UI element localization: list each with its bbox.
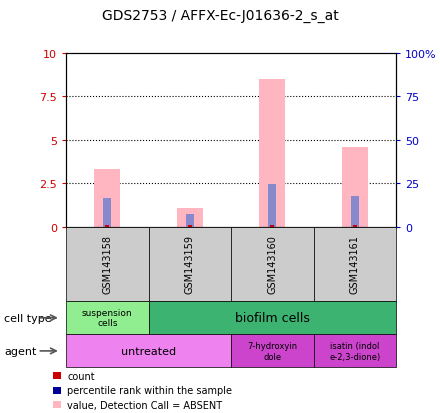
Text: agent: agent	[4, 346, 37, 356]
Bar	[188, 225, 192, 227]
Bar	[259, 80, 286, 227]
Bar	[103, 199, 111, 227]
Bar	[176, 208, 203, 227]
Text: cell type: cell type	[4, 313, 52, 323]
Text: percentile rank within the sample: percentile rank within the sample	[67, 385, 232, 395]
Text: untreated: untreated	[121, 346, 176, 356]
Text: isatin (indol
e-2,3-dione): isatin (indol e-2,3-dione)	[329, 342, 380, 361]
Text: GSM143158: GSM143158	[102, 235, 112, 294]
Text: suspension
cells: suspension cells	[82, 309, 132, 328]
Text: GSM143160: GSM143160	[267, 235, 277, 294]
Text: count: count	[67, 371, 95, 381]
Bar	[353, 225, 357, 227]
Bar	[270, 225, 274, 227]
Bar	[105, 225, 109, 227]
Bar	[186, 214, 194, 227]
Text: 7-hydroxyin
dole: 7-hydroxyin dole	[247, 342, 297, 361]
Text: biofilm cells: biofilm cells	[235, 311, 310, 325]
Bar	[341, 147, 368, 227]
Text: GDS2753 / AFFX-Ec-J01636-2_s_at: GDS2753 / AFFX-Ec-J01636-2_s_at	[102, 9, 338, 23]
Bar	[268, 185, 276, 227]
Text: GSM143161: GSM143161	[350, 235, 360, 294]
Bar	[94, 170, 121, 227]
Text: GSM143159: GSM143159	[185, 235, 195, 294]
Bar	[351, 197, 359, 227]
Text: value, Detection Call = ABSENT: value, Detection Call = ABSENT	[67, 400, 223, 410]
